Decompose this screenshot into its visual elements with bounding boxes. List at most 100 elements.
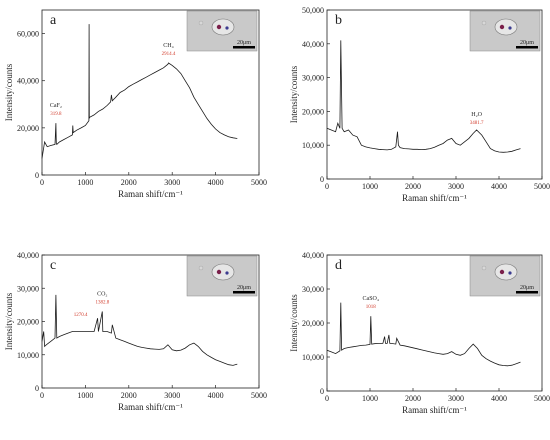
panel-label: a — [50, 13, 57, 28]
x-tick-label: 2000 — [405, 394, 421, 403]
y-axis-label: Intensity/counts — [289, 294, 299, 352]
y-axis-label: Intensity/counts — [4, 292, 14, 350]
inclusion-speck — [198, 20, 204, 26]
inclusion-shape — [494, 263, 518, 281]
scale-bar — [516, 291, 538, 294]
x-tick-label: 0 — [40, 391, 44, 400]
panel-label: b — [335, 13, 342, 28]
y-tick-label: 0 — [35, 384, 39, 393]
x-tick-label: 4000 — [491, 182, 507, 191]
y-tick-label: 0 — [35, 171, 39, 180]
x-tick-label: 2000 — [405, 182, 421, 191]
x-tick-label: 5000 — [534, 182, 550, 191]
peak-label: CH₄ — [163, 43, 173, 49]
x-tick-label: 4000 — [208, 391, 224, 400]
x-tick-label: 1000 — [77, 178, 93, 187]
y-tick-label: 0 — [320, 175, 324, 184]
inclusion-shape — [211, 263, 235, 281]
y-tick-label: 30,000 — [302, 285, 324, 294]
inclusion-bubble — [508, 271, 512, 275]
peak-value: 1382.8 — [95, 301, 109, 306]
peak-value: 1270.4 — [74, 313, 88, 318]
panel-d: 0 1000 2000 3000 4000 5000 0 10,000 20,000 30,000… — [289, 251, 550, 415]
x-tick-label: 4000 — [491, 394, 507, 403]
x-tick-label: 4000 — [208, 178, 224, 187]
peak-value: 3481.7 — [470, 121, 484, 126]
peak-value: 1018 — [366, 305, 377, 310]
y-tick-label: 50,000 — [302, 6, 324, 15]
micrograph-inset: 20μm — [469, 10, 541, 52]
x-tick-label: 3000 — [448, 182, 464, 191]
scale-bar-label: 20μm — [520, 40, 534, 46]
x-tick-label: 5000 — [534, 394, 550, 403]
panel-c: 0 1000 2000 3000 4000 5000 0 10,000 20,000 30,000… — [4, 251, 267, 412]
y-tick-label: 20,000 — [302, 107, 324, 116]
y-tick-label: 10,000 — [302, 141, 324, 150]
scale-bar — [233, 46, 255, 49]
inclusion-bubble — [508, 26, 512, 30]
x-axis-label: Raman shift/cm⁻¹ — [118, 402, 183, 412]
y-tick-label: 60,000 — [17, 30, 39, 39]
scale-bar-label: 20μm — [520, 285, 534, 291]
y-tick-label: 0 — [320, 387, 324, 396]
spectrum-line — [326, 302, 521, 367]
peak-label: CaSO₄ — [363, 296, 379, 302]
y-tick-label: 20,000 — [302, 319, 324, 328]
y-tick-label: 40,000 — [302, 251, 324, 260]
inclusion-bubble — [225, 26, 229, 30]
inclusion-speck — [198, 265, 204, 271]
micrograph-inset: 20μm — [469, 255, 541, 297]
x-tick-label: 1000 — [362, 394, 378, 403]
peak-label: CO₂ — [97, 292, 107, 298]
x-tick-label: 2000 — [121, 178, 137, 187]
inclusion-shape — [211, 18, 235, 36]
inclusion-bubble — [499, 269, 505, 275]
x-tick-label: 0 — [40, 178, 44, 187]
x-axis-label: Raman shift/cm⁻¹ — [402, 193, 467, 203]
x-tick-label: 5000 — [251, 391, 267, 400]
x-tick-label: 1000 — [362, 182, 378, 191]
panel-label: d — [335, 258, 342, 273]
inclusion-bubble — [499, 24, 505, 30]
x-tick-label: 3000 — [164, 391, 180, 400]
y-axis-label: Intensity/counts — [4, 63, 14, 121]
panel-a: 0 1000 2000 3000 4000 5000 0 20,000 40,000 60,000… — [4, 9, 267, 199]
x-tick-label: 2000 — [121, 391, 137, 400]
y-tick-label: 40,000 — [302, 40, 324, 49]
y-tick-label: 20,000 — [17, 318, 39, 327]
x-tick-label: 5000 — [251, 178, 267, 187]
scale-bar-label: 20μm — [237, 285, 251, 291]
x-tick-label: 1000 — [77, 391, 93, 400]
spectrum-line — [41, 294, 238, 366]
peak-value: 2914.4 — [162, 52, 176, 57]
x-tick-label: 0 — [325, 394, 329, 403]
y-tick-label: 10,000 — [302, 353, 324, 362]
inclusion-speck — [481, 20, 487, 26]
inclusion-shape — [494, 18, 518, 36]
spectrum-line — [41, 24, 238, 159]
x-axis-label: Raman shift/cm⁻¹ — [118, 189, 183, 199]
y-tick-label: 40,000 — [17, 251, 39, 260]
scale-bar-label: 20μm — [237, 40, 251, 46]
y-tick-label: 30,000 — [17, 284, 39, 293]
y-tick-label: 10,000 — [17, 351, 39, 360]
micrograph-inset: 20μm — [186, 10, 258, 52]
peak-label: H₂O — [471, 112, 482, 118]
panel-label: c — [50, 258, 56, 273]
y-tick-label: 40,000 — [17, 77, 39, 86]
inclusion-bubble — [216, 24, 222, 30]
scale-bar — [233, 291, 255, 294]
y-tick-label: 30,000 — [302, 74, 324, 83]
plot-frame — [326, 9, 543, 180]
panel-b: 0 1000 2000 3000 4000 5000 0 10,000 20,000 30,000… — [289, 6, 550, 203]
x-tick-label: 3000 — [164, 178, 180, 187]
y-axis-label: Intensity/counts — [289, 65, 299, 123]
y-tick-label: 20,000 — [17, 124, 39, 133]
inclusion-bubble — [225, 271, 229, 275]
inclusion-speck — [481, 265, 487, 271]
plot-frame — [41, 9, 260, 176]
spectrum-line — [326, 40, 521, 153]
peak-value: 319.8 — [50, 112, 62, 117]
x-axis-label: Raman shift/cm⁻¹ — [402, 405, 467, 415]
micrograph-inset: 20μm — [186, 255, 258, 297]
